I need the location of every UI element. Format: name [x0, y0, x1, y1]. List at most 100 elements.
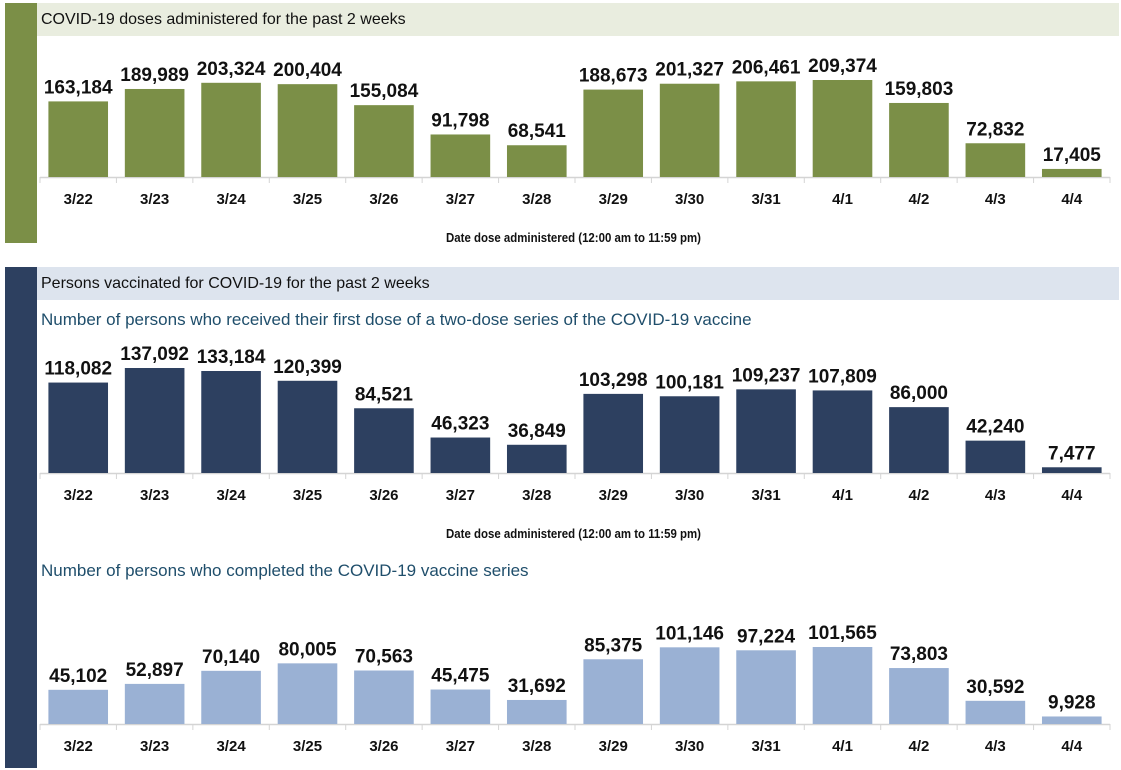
x-tick-label: 3/27: [446, 487, 475, 504]
data-label: 31,692: [508, 676, 566, 697]
x-tick-label: 4/4: [1061, 738, 1083, 755]
bar-3-27: [430, 134, 491, 177]
x-tick-label: 3/22: [64, 487, 93, 504]
bar-3-27: [430, 437, 491, 473]
x-tick-label: 4/4: [1061, 487, 1083, 504]
bar-3-25: [277, 663, 338, 724]
data-label: 72,832: [966, 119, 1024, 140]
data-label: 97,224: [737, 626, 796, 647]
data-label: 68,541: [508, 121, 567, 142]
data-label: 133,184: [197, 347, 266, 368]
bar-4-4: [1041, 467, 1102, 473]
x-tick-label: 4/4: [1061, 191, 1083, 208]
x-tick-label: 3/29: [599, 738, 628, 755]
data-label: 107,809: [808, 366, 877, 387]
bar-3-26: [354, 670, 414, 724]
bar-3-29: [583, 659, 644, 724]
x-tick-label: 3/24: [216, 738, 246, 755]
data-label: 103,298: [579, 370, 648, 391]
x-tick-label: 3/23: [140, 191, 169, 208]
bar-4-2: [889, 102, 949, 177]
x-tick-label: 3/25: [293, 487, 322, 504]
data-label: 188,673: [579, 66, 648, 87]
completed-bar-chart: 45,102 3/22 52,897 3/23 70,140 3/24 80,005 3/25…: [39, 623, 1111, 755]
data-label: 86,000: [890, 383, 948, 404]
data-label: 189,989: [120, 65, 189, 86]
x-tick-label: 3/25: [293, 191, 322, 208]
x-tick-label: 3/31: [751, 738, 780, 755]
bar-3-30: [659, 647, 720, 724]
x-tick-label: 3/24: [216, 191, 246, 208]
bar-3-31: [736, 389, 796, 473]
x-tick-label: 3/23: [140, 487, 169, 504]
bar-4-2: [889, 407, 949, 473]
bar-3-30: [659, 396, 720, 473]
data-label: 201,327: [655, 60, 724, 81]
bar-3-29: [583, 89, 644, 177]
data-label: 101,146: [655, 623, 724, 644]
x-tick-label: 3/30: [675, 738, 704, 755]
data-label: 73,803: [890, 644, 948, 665]
data-label: 118,082: [44, 359, 112, 380]
bar-3-24: [201, 82, 261, 177]
x-tick-label: 3/24: [216, 487, 246, 504]
x-tick-label: 4/2: [908, 191, 929, 208]
bar-3-27: [430, 689, 491, 724]
bar-3-28: [506, 699, 567, 724]
bar-3-25: [277, 380, 338, 473]
doses-x-axis-label: Date dose administered (12:00 am to 11:5…: [446, 230, 701, 245]
x-tick-label: 4/2: [908, 487, 929, 504]
bar-3-30: [659, 83, 720, 177]
bar-3-31: [736, 650, 796, 724]
data-label: 100,181: [655, 372, 724, 393]
bar-4-3: [965, 143, 1026, 177]
first-dose-chart-title: Number of persons who received their fir…: [41, 310, 752, 329]
persons-panel-title: Persons vaccinated for COVID-19 for the …: [37, 267, 1119, 300]
bar-3-28: [506, 145, 567, 177]
bar-3-29: [583, 393, 644, 473]
doses-panel-title: COVID-19 doses administered for the past…: [37, 3, 1119, 36]
bar-3-26: [354, 408, 414, 473]
x-tick-label: 3/26: [369, 738, 398, 755]
data-label: 137,092: [120, 344, 189, 365]
x-tick-label: 3/27: [446, 191, 475, 208]
data-label: 45,475: [431, 666, 490, 687]
data-label: 84,521: [355, 384, 414, 405]
doses-panel-accent-bar: [5, 3, 37, 243]
x-tick-label: 3/23: [140, 738, 169, 755]
bar-4-1: [812, 647, 873, 724]
data-label: 203,324: [197, 59, 266, 80]
bar-3-23: [124, 88, 185, 177]
x-tick-label: 3/30: [675, 191, 704, 208]
data-label: 30,592: [966, 677, 1024, 698]
data-label: 200,404: [273, 60, 342, 81]
x-tick-label: 3/22: [64, 738, 93, 755]
first-dose-x-axis-label: Date dose administered (12:00 am to 11:5…: [446, 526, 701, 541]
x-tick-label: 4/3: [985, 738, 1006, 755]
bar-3-26: [354, 105, 414, 177]
data-label: 206,461: [732, 57, 801, 78]
data-label: 91,798: [431, 110, 489, 131]
data-label: 109,237: [732, 365, 801, 386]
data-label: 45,102: [49, 666, 107, 687]
doses-bar-chart: 163,184 3/22 189,989 3/23 203,324 3/24 200,404…: [39, 56, 1111, 208]
x-tick-label: 4/1: [832, 738, 853, 755]
data-label: 70,140: [202, 647, 260, 668]
x-tick-label: 3/28: [522, 487, 551, 504]
data-label: 7,477: [1048, 443, 1096, 464]
x-tick-label: 4/3: [985, 487, 1006, 504]
bar-4-3: [965, 440, 1026, 473]
first-dose-bar-chart: 118,082 3/22 137,092 3/23 133,184 3/24 120,399…: [39, 344, 1111, 504]
x-tick-label: 4/3: [985, 191, 1006, 208]
x-tick-label: 3/31: [751, 191, 780, 208]
bar-3-25: [277, 84, 338, 177]
bar-3-22: [48, 101, 109, 177]
data-label: 101,565: [808, 623, 877, 644]
bar-4-4: [1041, 716, 1102, 724]
data-label: 120,399: [273, 357, 342, 378]
x-tick-label: 3/30: [675, 487, 704, 504]
x-tick-label: 3/22: [64, 191, 93, 208]
data-label: 52,897: [126, 660, 184, 681]
data-label: 80,005: [278, 639, 337, 660]
data-label: 42,240: [966, 417, 1024, 438]
